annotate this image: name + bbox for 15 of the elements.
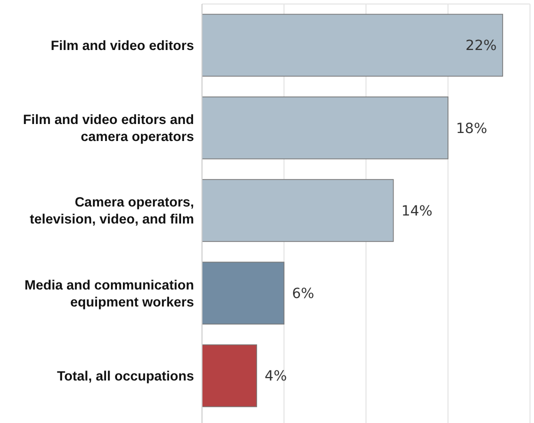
data-label: 14%	[401, 203, 432, 220]
bar	[202, 344, 258, 408]
y-tick-label: Camera operators, television, video, and film	[30, 194, 194, 227]
data-label: 18%	[456, 120, 488, 137]
bar	[202, 14, 504, 77]
y-tick-label: Film and video editors	[50, 38, 194, 53]
bar	[202, 96, 448, 160]
data-label: 6%	[292, 286, 314, 302]
y-tick-label: Total, all occupations	[56, 368, 194, 384]
data-label: 4%	[264, 368, 287, 385]
data-label: 22%	[466, 38, 497, 54]
bar	[202, 179, 394, 242]
y-tick-label: Media and communication equipment workers	[24, 277, 194, 310]
y-tick-label: Film and video editors and camera operators	[22, 112, 194, 144]
bar	[202, 262, 284, 325]
